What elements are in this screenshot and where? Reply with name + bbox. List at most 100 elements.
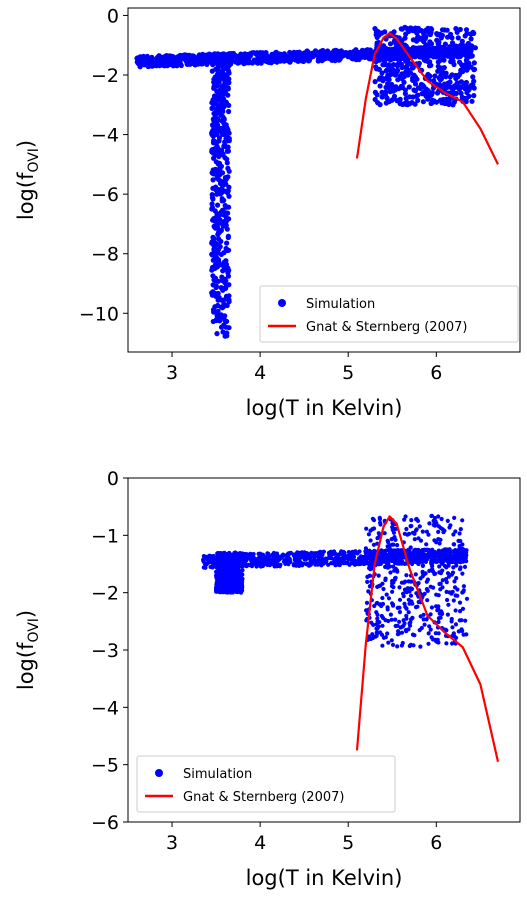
chart-0-sim-point — [471, 78, 477, 84]
chart-1-sim-point — [436, 631, 441, 636]
chart-0-sim-point — [458, 90, 464, 96]
chart-1-sim-point — [240, 588, 245, 593]
chart-1-sim-point — [243, 560, 248, 565]
chart-0-sim-point — [460, 64, 466, 70]
chart-0-sim-point — [387, 41, 394, 47]
chart-0-sim-point — [372, 26, 378, 32]
chart-0-sim-point — [218, 251, 224, 257]
chart-0-sim-point — [221, 104, 227, 110]
chart-0-sim-point — [397, 101, 403, 107]
chart-0-sim-point — [301, 58, 307, 64]
chart-0-sim-point — [456, 51, 463, 58]
chart-1-sim-point — [383, 618, 388, 623]
chart-1-sim-point — [378, 602, 383, 607]
chart-0-sim-point — [435, 47, 442, 53]
chart-0-sim-point — [448, 59, 454, 65]
chart-0-sim-point — [221, 259, 227, 265]
chart-1-sim-point — [286, 551, 291, 556]
chart-1-ytick-label: −6 — [91, 812, 119, 834]
chart-1-sim-point — [357, 561, 362, 566]
chart-1-sim-point — [426, 555, 431, 560]
chart-1-plot-area — [201, 513, 500, 763]
chart-0-sim-point — [226, 216, 232, 222]
chart-1-sim-point — [446, 602, 451, 607]
chart-1-sim-point — [370, 527, 375, 532]
chart-0-ytick-label: 0 — [107, 5, 119, 27]
chart-1-sim-point — [337, 562, 342, 568]
chart-1-sim-point — [440, 548, 445, 553]
chart-1-sim-point — [370, 632, 375, 637]
chart-1-sim-point — [464, 596, 470, 601]
chart-0-sim-point — [211, 252, 217, 258]
chart-1-sim-point — [438, 615, 443, 620]
chart-1-sim-point — [391, 580, 396, 585]
chart-1-sim-point — [398, 548, 403, 553]
chart-1-sim-point — [454, 558, 459, 563]
chart-0-sim-point — [210, 282, 216, 288]
chart-1-sim-point — [429, 635, 434, 640]
chart-0-sim-point — [224, 240, 230, 246]
chart-1-sim-point — [266, 551, 271, 556]
chart-0-sim-point — [338, 48, 344, 54]
chart-0-sim-point — [464, 30, 470, 37]
chart-1-sim-point — [371, 542, 376, 547]
chart-1-sim-point — [430, 564, 435, 569]
chart-1-sim-point — [460, 518, 465, 523]
chart-1-sim-point — [312, 559, 318, 564]
top-panel: 3 4 5 6 0 −2 −4 −6 −8 −10 log(T in Kelvin) log(fOVI… — [14, 5, 521, 420]
chart-0-sim-point — [398, 83, 404, 89]
chart-0-sim-point — [215, 308, 221, 314]
chart-1-sim-point — [447, 590, 452, 595]
chart-1-sim-point — [313, 551, 318, 556]
chart-1-sim-point — [254, 564, 259, 569]
chart-1-sim-point — [407, 621, 412, 626]
chart-1-sim-point — [418, 644, 423, 649]
chart-1-sim-point — [201, 565, 206, 570]
chart-0-sim-point — [372, 79, 378, 85]
chart-1-sim-point — [360, 560, 365, 565]
chart-1-sim-point — [223, 559, 229, 565]
chart-1-sim-point — [210, 565, 215, 570]
chart-1-sim-point — [249, 560, 254, 566]
chart-0-sim-point — [384, 95, 390, 101]
chart-1-sim-point — [232, 577, 237, 582]
chart-1-sim-point — [460, 559, 466, 564]
chart-0-sim-point — [225, 247, 231, 254]
chart-0-sim-point — [373, 31, 379, 38]
chart-0-sim-point — [224, 144, 230, 150]
chart-1-sim-point — [233, 589, 238, 594]
chart-0-sim-point — [466, 93, 472, 99]
chart-0-sim-point — [210, 62, 216, 68]
chart-1-sim-point — [379, 613, 384, 619]
chart-0-sim-point — [459, 38, 465, 45]
chart-0-sim-point — [447, 50, 453, 57]
chart-0-sim-point — [205, 53, 211, 59]
chart-1-sim-point — [457, 531, 462, 536]
chart-1-sim-point — [313, 562, 318, 567]
chart-1-sim-point — [351, 551, 356, 557]
chart-1-sim-point — [258, 552, 263, 557]
chart-1-sim-point — [319, 558, 324, 563]
chart-1-sim-point — [395, 632, 400, 637]
chart-0-sim-point — [222, 175, 228, 181]
chart-0-sim-point — [385, 81, 391, 87]
chart-0-sim-point — [425, 58, 431, 64]
chart-1-sim-point — [282, 558, 288, 563]
chart-1-sim-point — [458, 565, 463, 570]
chart-1-sim-point — [397, 556, 402, 561]
chart-0-sim-point — [209, 206, 215, 212]
chart-0-sim-point — [430, 99, 436, 105]
chart-1-sim-point — [420, 574, 425, 579]
chart-1-sim-point — [333, 551, 338, 556]
chart-0-sim-point — [215, 297, 221, 303]
chart-0-sim-point — [372, 89, 378, 95]
chart-0-sim-point — [223, 285, 229, 291]
chart-1-sim-point — [454, 576, 459, 581]
chart-1-sim-point — [332, 557, 337, 563]
chart-0-sim-point — [451, 43, 457, 49]
chart-0-sim-point — [426, 63, 433, 69]
chart-1-sim-point — [385, 631, 390, 636]
chart-1-sim-point — [229, 560, 234, 565]
chart-1-sim-point — [220, 586, 225, 591]
chart-1-sim-point — [460, 546, 465, 552]
